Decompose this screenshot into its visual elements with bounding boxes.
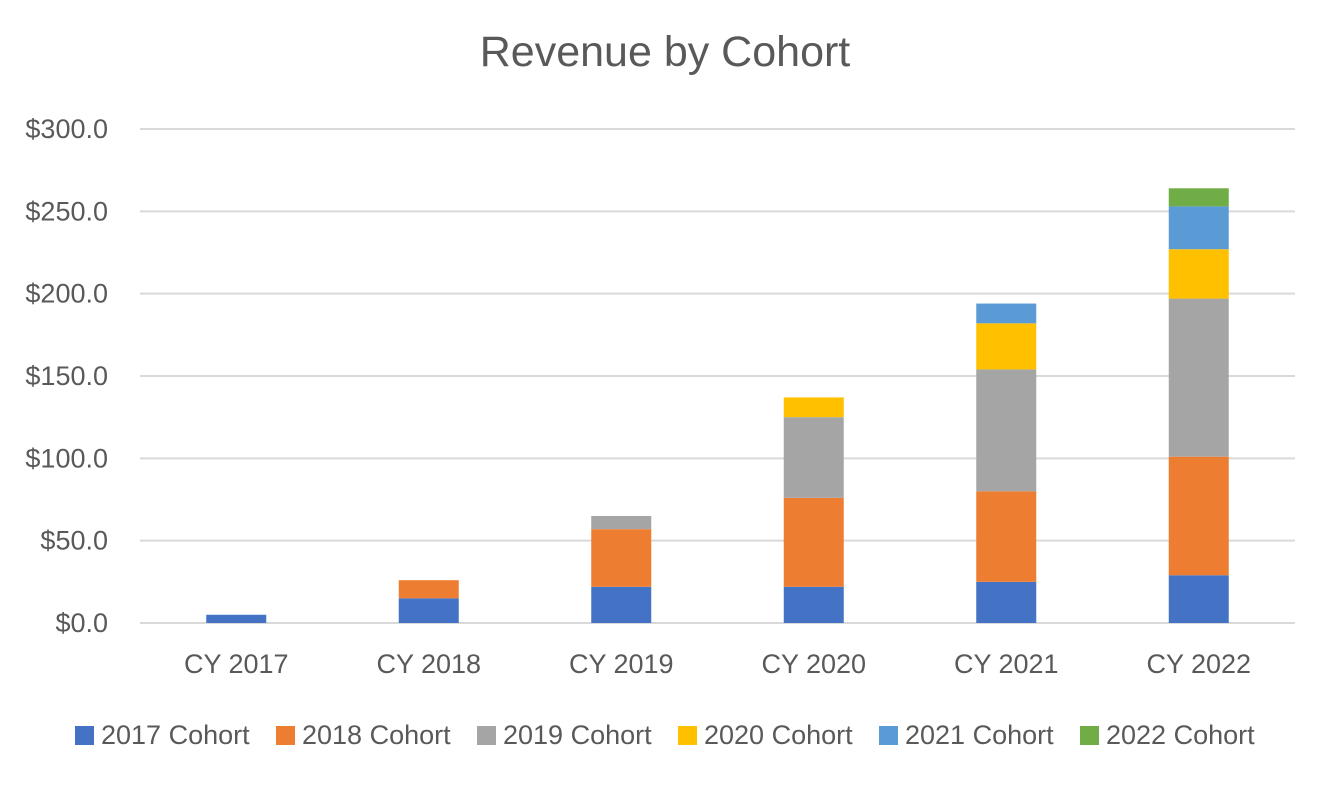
- legend-item: 2019 Cohort: [477, 720, 652, 750]
- x-axis-tick-labels: CY 2017 CY 2018 CY 2019 CY 2020 CY 2021 CY 20…: [184, 649, 1251, 679]
- bar-segment: [398, 598, 459, 623]
- bar-segment: [783, 397, 844, 418]
- x-tick-label: CY 2019: [569, 649, 674, 679]
- bar-segment: [1168, 249, 1229, 299]
- bar-segment: [783, 417, 844, 498]
- y-tick-label: $250.0: [25, 196, 108, 226]
- bar-segment: [1168, 298, 1229, 457]
- bar-stack: [976, 303, 1037, 623]
- y-tick-label: $200.0: [25, 279, 108, 309]
- legend-label: 2018 Cohort: [302, 720, 451, 750]
- legend-label: 2022 Cohort: [1106, 720, 1255, 750]
- legend-swatch: [879, 726, 898, 745]
- bar-segment: [976, 369, 1037, 492]
- bar-segment: [783, 497, 844, 587]
- bar-segment: [783, 586, 844, 623]
- bar-segment: [206, 614, 267, 623]
- legend-label: 2017 Cohort: [101, 720, 250, 750]
- bars: [206, 188, 1229, 623]
- legend-label: 2021 Cohort: [905, 720, 1054, 750]
- bar-segment: [398, 580, 459, 599]
- legend-swatch: [1080, 726, 1099, 745]
- x-tick-label: CY 2021: [954, 649, 1059, 679]
- y-axis-tick-labels: $0.0 $50.0 $100.0 $150.0 $200.0 $250.0 $300.0: [25, 114, 108, 638]
- bar-segment: [1168, 575, 1229, 623]
- bar-stack: [398, 580, 459, 623]
- bar-stack: [206, 614, 267, 623]
- y-tick-label: $100.0: [25, 443, 108, 473]
- legend-swatch: [75, 726, 94, 745]
- chart-title: Revenue by Cohort: [479, 28, 851, 76]
- legend-item: 2021 Cohort: [879, 720, 1054, 750]
- legend-item: 2018 Cohort: [276, 720, 451, 750]
- legend-swatch: [477, 726, 496, 745]
- x-tick-label: CY 2022: [1146, 649, 1251, 679]
- y-tick-label: $50.0: [40, 526, 108, 556]
- legend-swatch: [276, 726, 295, 745]
- legend-swatch: [678, 726, 697, 745]
- legend-label: 2019 Cohort: [503, 720, 652, 750]
- bar-segment: [976, 491, 1037, 582]
- x-tick-label: CY 2018: [376, 649, 481, 679]
- bar-stack: [1168, 188, 1229, 623]
- bar-segment: [591, 515, 652, 530]
- bar-segment: [976, 323, 1037, 370]
- bar-segment: [976, 303, 1037, 324]
- legend: 2017 Cohort 2018 Cohort 2019 Cohort 2020 Co…: [75, 720, 1255, 750]
- y-tick-label: $300.0: [25, 114, 108, 144]
- x-tick-label: CY 2017: [184, 649, 289, 679]
- bar-segment: [1168, 188, 1229, 207]
- bar-stack: [783, 397, 844, 623]
- gridlines: [140, 128, 1295, 624]
- x-tick-label: CY 2020: [761, 649, 866, 679]
- legend-item: 2022 Cohort: [1080, 720, 1255, 750]
- bar-segment: [1168, 456, 1229, 576]
- y-tick-label: $0.0: [55, 608, 108, 638]
- bar-segment: [976, 581, 1037, 623]
- y-tick-label: $150.0: [25, 361, 108, 391]
- legend-label: 2020 Cohort: [704, 720, 853, 750]
- legend-item: 2017 Cohort: [75, 720, 250, 750]
- bar-segment: [591, 529, 652, 587]
- bar-segment: [591, 586, 652, 623]
- legend-item: 2020 Cohort: [678, 720, 853, 750]
- bar-segment: [1168, 206, 1229, 250]
- bar-stack: [591, 515, 652, 623]
